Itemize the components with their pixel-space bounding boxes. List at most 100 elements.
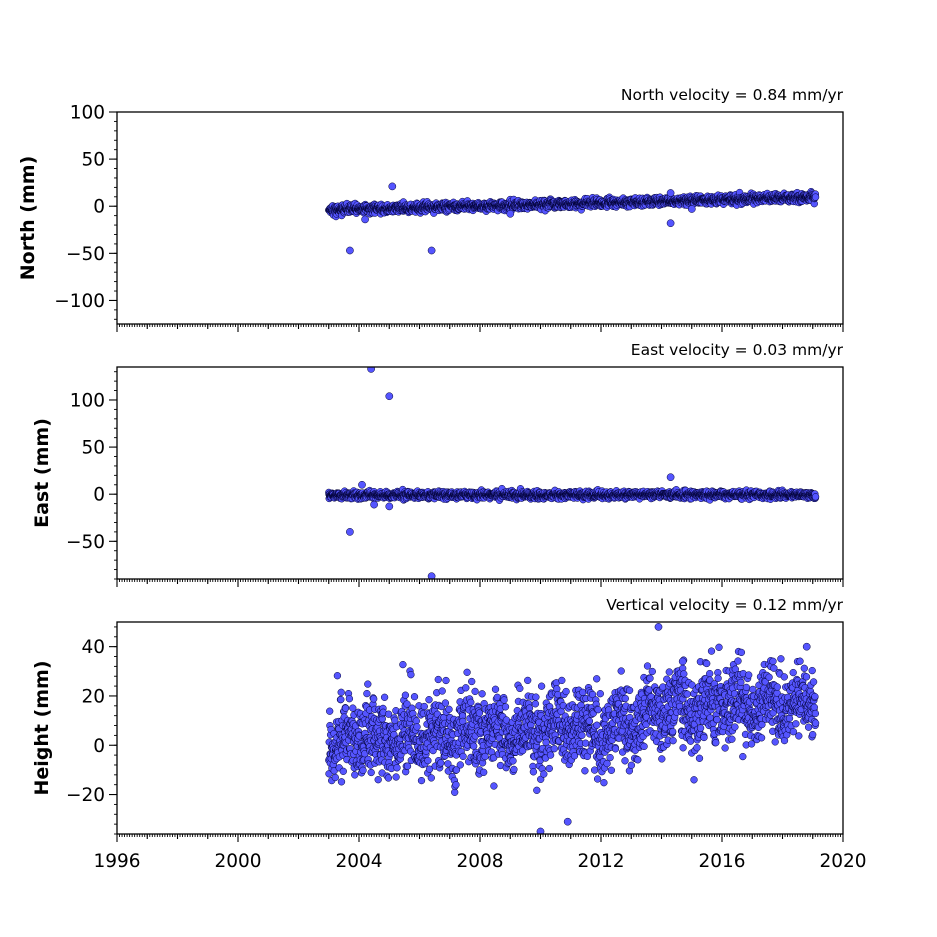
data-point [456,761,464,769]
data-point [341,704,350,712]
data-point [326,707,334,715]
east-y-ticks: 100 50 0 −50 [66,371,117,580]
data-point [478,690,486,698]
data-point [459,752,467,761]
data-point [403,762,412,770]
data-point [424,756,432,765]
data-point [374,776,382,784]
outlier-point [346,246,354,255]
data-point [441,699,450,707]
north-ylabel: North (mm) [17,156,39,281]
data-point [407,671,415,679]
data-point [471,687,479,696]
north-points [325,182,820,255]
data-point [413,723,421,731]
y-tick-label: 0 [93,485,105,506]
data-point [370,695,378,703]
outlier-point [666,219,675,228]
data-point [410,693,419,701]
data-point [363,689,371,698]
data-point [509,757,517,765]
north-axes-frame [116,111,844,325]
data-point [445,705,453,713]
data-point [384,774,393,782]
data-point [444,760,452,768]
y-tick-label: −50 [66,244,105,265]
data-point [467,698,475,706]
data-point [434,675,442,684]
data-point [425,696,433,704]
data-point [380,693,389,701]
data-point [438,687,446,695]
data-point [420,702,428,711]
outlier-point [358,480,366,489]
y-tick-label: 100 [70,390,105,411]
data-point [401,691,410,699]
data-point [442,676,450,685]
data-point [475,709,484,717]
data-point [337,695,345,704]
outlier-point [666,473,675,482]
outlier-point [427,246,436,255]
data-point [481,752,489,761]
outlier-point [687,205,696,213]
data-point [417,776,426,785]
east-velocity-text: East velocity = 0.03 mm/yr [631,341,844,359]
data-point [384,710,393,718]
east-axes-frame [116,366,844,580]
data-point [811,193,820,201]
data-point [510,765,518,774]
outlier-point [385,392,394,401]
data-point [403,700,411,708]
data-point [427,774,435,782]
data-point [480,768,488,776]
data-point [437,759,445,767]
outlier-point [361,215,369,224]
east-points [325,367,820,579]
data-point [391,716,399,724]
data-point [452,781,460,789]
data-point [490,782,498,790]
height-points [325,623,820,834]
y-tick-label: −100 [54,291,105,312]
y-tick-label: 100 [70,103,105,124]
data-point [359,766,367,774]
data-point [333,672,342,680]
data-point [491,685,500,693]
outlier-point [346,528,354,536]
data-point [337,778,346,786]
data-point [351,771,359,779]
data-point [462,684,470,692]
north-velocity-text: North velocity = 0.84 mm/yr [621,86,844,104]
east-x-ticks [116,579,844,587]
data-point [463,668,471,676]
data-point [393,764,401,772]
data-point [470,742,478,750]
outlier-point [388,182,397,191]
data-point [468,677,476,686]
outlier-point [385,502,394,511]
data-point [367,768,375,777]
data-point [345,695,354,703]
data-point [337,688,345,696]
outlier-point [370,500,378,509]
outlier-point [367,367,375,373]
data-point [339,767,347,775]
outlier-point [427,572,436,579]
y-tick-label: 0 [93,197,105,218]
y-tick-label: 50 [81,438,105,459]
data-point [399,660,407,669]
data-point [364,680,372,688]
data-point [392,773,400,781]
y-tick-label: −50 [66,532,105,553]
data-point [331,773,339,782]
data-point [452,766,461,774]
data-point [349,704,357,712]
data-point [425,765,434,773]
north-x-ticks [116,324,844,332]
outlier-point [666,189,675,197]
